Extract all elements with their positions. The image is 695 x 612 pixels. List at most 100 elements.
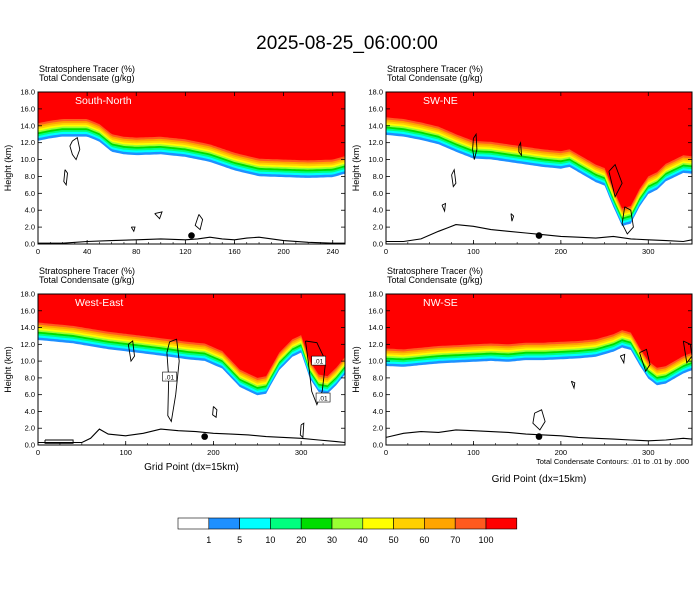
y-tick-label: 12.0 [368,138,383,147]
x-tick-label: 100 [119,448,132,457]
y-tick-label: 18.0 [368,290,383,299]
panel-plot-area [386,294,692,445]
tracer-field-100 [38,294,345,378]
terrain-line [38,236,345,244]
condensate-contour [639,348,651,373]
y-tick-label: 6.0 [373,390,383,399]
condensate-contour [570,380,576,390]
contour-label: .01 [314,359,323,366]
y-tick-label: 2.0 [25,223,35,232]
colorbar-swatch-0 [177,517,210,530]
y-axis-label: Height (km) [351,346,361,393]
y-tick-label: 2.0 [373,424,383,433]
y-tick-label: 6.0 [25,189,35,198]
colorbar-swatch-4 [300,517,333,530]
y-tick-label: 6.0 [25,390,35,399]
colorbar-swatch-9 [454,517,487,530]
panel-plot-area: .01 .01 .01 [38,294,345,445]
panel-label: West-East [75,297,123,309]
condensate-contour [212,406,218,419]
y-tick-label: 4.0 [25,206,35,215]
x-tick-label: 0 [36,448,40,457]
y-tick-label: 12.0 [20,340,35,349]
y-axis-label: Height (km) [3,145,13,192]
y-tick-label: 16.0 [20,306,35,315]
condensate-contour [63,169,68,187]
contour-label-box [315,392,331,403]
tracer-field-100 [386,294,692,368]
colorbar-swatch-3 [270,517,302,530]
condensate-contour [682,340,692,364]
terrain-line [386,429,692,442]
y-tick-label: 0.0 [25,240,35,249]
colorbar-label: 40 [358,535,368,545]
y-tick-label: 10.0 [20,155,35,164]
y-tick-label: 16.0 [368,104,383,113]
location-marker [201,433,208,440]
panel-header-tracer: Stratosphere Tracer (%) [387,64,483,74]
panel-label: South-North [75,95,132,107]
colorbar-swatch-7 [393,517,425,530]
condensate-contour [532,409,546,431]
location-marker [188,232,195,239]
terrain-line [386,224,692,243]
panel-plot-area [38,92,345,244]
y-tick-label: 16.0 [368,306,383,315]
x-axis-label: Grid Point (dx=15km) [492,474,587,485]
colorbar-label: 1 [206,535,211,545]
panel-south-north: Stratosphere Tracer (%)Total Condensate … [3,64,346,256]
x-tick-label: 160 [228,247,241,256]
condensate-contour [608,163,623,198]
condensate-contour [166,338,180,423]
x-tick-label: 100 [467,247,480,256]
panel-header-condensate: Total Condensate (g/kg) [39,275,135,285]
condensate-contour [451,168,457,188]
y-tick-label: 0.0 [373,240,383,249]
colorbar-label: 20 [296,535,306,545]
colorbar-label: 60 [419,535,429,545]
colorbar-swatch-6 [362,517,394,530]
x-axis-label: Grid Point (dx=15km) [144,462,239,473]
panel-header-tracer: Stratosphere Tracer (%) [387,266,483,276]
y-tick-label: 10.0 [368,357,383,366]
y-tick-label: 18.0 [368,88,383,97]
tracer-field-100 [386,92,692,209]
colorbar-swatch-10 [485,517,518,530]
condensate-contour [130,226,136,233]
panel-header-condensate: Total Condensate (g/kg) [39,73,135,83]
colorbar-label: 10 [265,535,275,545]
y-tick-label: 12.0 [20,138,35,147]
condensate-contour [69,136,81,161]
x-tick-label: 300 [295,448,308,457]
y-tick-label: 2.0 [373,223,383,232]
condensate-contour [621,206,634,235]
y-tick-label: 10.0 [368,155,383,164]
y-tick-label: 8.0 [25,373,35,382]
x-tick-label: 80 [132,247,140,256]
y-tick-label: 8.0 [373,172,383,181]
condensate-contour [154,211,163,220]
location-marker [535,232,543,239]
condensate-contour [510,213,515,222]
colorbar-label: 5 [237,535,242,545]
panel-west-east: Stratosphere Tracer (%)Total Condensate … [3,266,346,473]
colorbar: 1 5 10 20 30 40 50 60 70 100 [177,517,518,545]
panel-header-tracer: Stratosphere Tracer (%) [39,64,135,74]
colorbar-swatch-2 [239,517,271,530]
x-tick-label: 40 [83,247,91,256]
panels: Stratosphere Tracer (%)Total Condensate … [3,64,693,485]
panel-plot-area [386,92,692,244]
x-tick-label: 0 [36,247,40,256]
x-tick-label: 200 [555,247,568,256]
panel-nw-se: Stratosphere Tracer (%)Total Condensate … [351,266,693,485]
x-tick-label: 240 [326,247,339,256]
figure-title: 2025-08-25_06:00:00 [256,33,438,54]
colorbar-swatch-8 [424,517,456,530]
x-tick-label: 100 [467,448,480,457]
x-tick-label: 0 [384,448,388,457]
panel-label: NW-SE [423,297,458,309]
condensate-contour [619,353,626,365]
colorbar-swatch-5 [331,517,364,530]
colorbar-label: 70 [450,535,460,545]
panel-frame [37,91,346,245]
